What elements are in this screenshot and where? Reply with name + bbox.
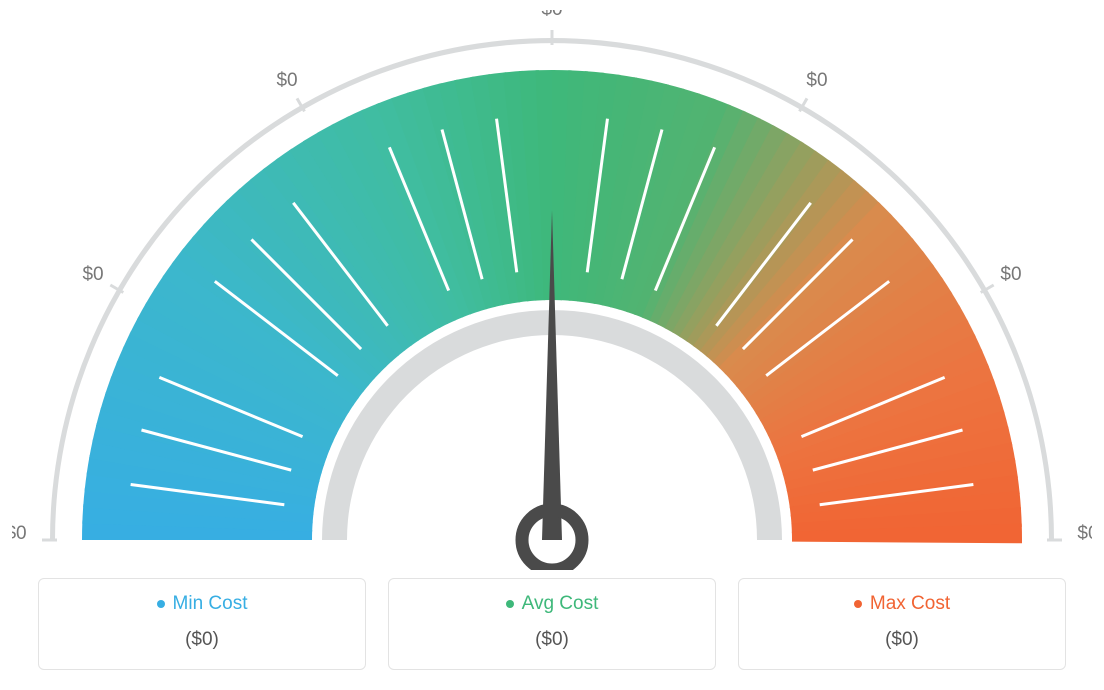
- gauge-tick-label: $0: [276, 70, 297, 91]
- legend-avg-label: Avg Cost: [522, 593, 599, 615]
- legend-max-value: ($0): [749, 629, 1055, 651]
- legend-max-label: Max Cost: [870, 593, 950, 615]
- legend-max-title: Max Cost: [854, 593, 950, 615]
- gauge-tick-label: $0: [541, 10, 562, 20]
- legend-min-title: Min Cost: [157, 593, 248, 615]
- gauge-tick-label: $0: [806, 70, 827, 91]
- legend-max-dot: [854, 600, 862, 608]
- legend-avg-title: Avg Cost: [506, 593, 599, 615]
- gauge-tick-label: $0: [82, 264, 103, 285]
- gauge-svg: $0 $0 $0 $0 $0 $0 $0: [12, 10, 1092, 570]
- legend-min-dot: [157, 600, 165, 608]
- legend-min-label: Min Cost: [173, 593, 248, 615]
- legend-min-value: ($0): [49, 629, 355, 651]
- legend-avg-box: Avg Cost ($0): [388, 578, 716, 670]
- gauge-tick-label: $0: [1077, 523, 1092, 544]
- legend-row: Min Cost ($0) Avg Cost ($0) Max Cost ($0…: [38, 578, 1066, 670]
- gauge-tick-label: $0: [1000, 264, 1021, 285]
- legend-avg-value: ($0): [399, 629, 705, 651]
- cost-gauge: $0 $0 $0 $0 $0 $0 $0: [12, 10, 1092, 570]
- legend-min-box: Min Cost ($0): [38, 578, 366, 670]
- legend-max-box: Max Cost ($0): [738, 578, 1066, 670]
- gauge-tick-label: $0: [12, 523, 27, 544]
- legend-avg-dot: [506, 600, 514, 608]
